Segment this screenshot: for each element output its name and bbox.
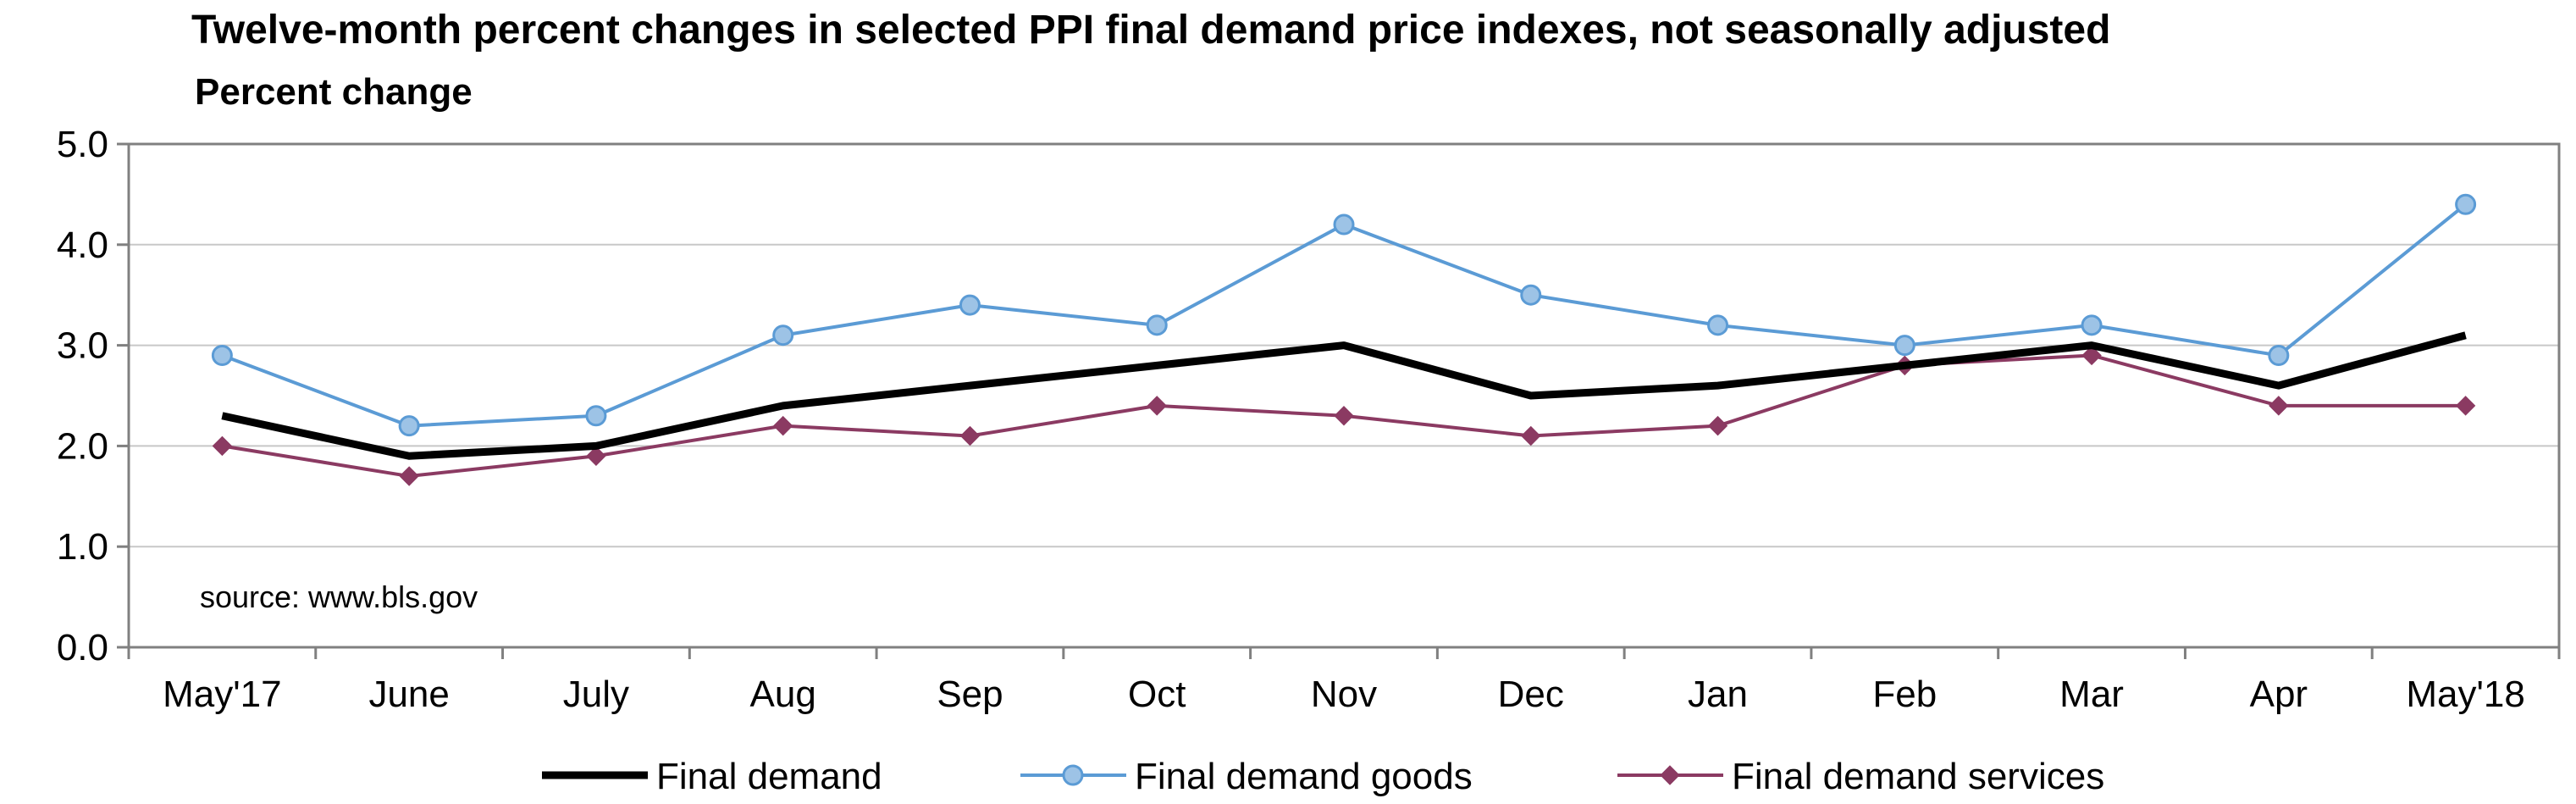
x-tick-label: June <box>368 674 449 715</box>
data-point <box>772 415 793 436</box>
y-tick-label: 0.0 <box>57 627 108 668</box>
x-tick-label: Apr <box>2250 674 2308 715</box>
data-point <box>1893 335 1915 357</box>
y-axis-ticks: 0.0 1.0 2.0 3.0 4.0 5.0 <box>57 124 129 668</box>
x-tick-label: May'17 <box>163 674 281 715</box>
legend-label: Final demand <box>656 756 882 797</box>
x-tick-label: Feb <box>1872 674 1937 715</box>
source-annotation: source: www.bls.gov <box>200 579 478 614</box>
data-point <box>1146 314 1168 336</box>
data-point <box>1147 396 1167 416</box>
data-point <box>1520 284 1542 306</box>
x-tick-label: Aug <box>750 674 816 715</box>
y-tick-label: 1.0 <box>57 526 108 568</box>
legend-item: Final demand services <box>1617 756 2104 797</box>
data-point <box>959 425 981 446</box>
x-tick-label: Dec <box>1498 674 1564 715</box>
data-point <box>398 415 420 437</box>
y-tick-label: 2.0 <box>57 425 108 467</box>
data-point <box>212 435 233 457</box>
gridlines <box>129 243 2559 548</box>
data-point <box>1333 213 1355 236</box>
data-point <box>959 294 981 316</box>
series-final-demand <box>221 331 2467 460</box>
data-point <box>2455 396 2476 416</box>
data-point <box>1707 314 1729 336</box>
data-point <box>2081 345 2102 366</box>
chart-title: Twelve-month percent changes in selected… <box>191 8 2111 53</box>
series-final-demand-goods <box>211 193 2477 437</box>
legend: Final demand Final demand goods Final dema… <box>542 756 2104 797</box>
y-tick-label: 3.0 <box>57 325 108 367</box>
legend-label: Final demand goods <box>1135 756 1473 797</box>
x-tick-label: May'18 <box>2406 674 2524 715</box>
x-tick-label: July <box>563 674 629 715</box>
plot-frame <box>127 142 2561 649</box>
data-point <box>2269 396 2289 416</box>
legend-item: Final demand goods <box>1020 756 1473 797</box>
data-point <box>585 405 607 427</box>
data-point <box>1707 415 1728 436</box>
legend-marker <box>1062 764 1084 786</box>
x-tick-label: Jan <box>1688 674 1748 715</box>
data-point <box>1334 406 1354 426</box>
y-tick-label: 5.0 <box>57 124 108 165</box>
x-tick-label: Oct <box>1128 674 1186 715</box>
data-point <box>2455 193 2477 215</box>
x-tick-label: Nov <box>1311 674 1377 715</box>
data-point <box>2081 314 2103 336</box>
x-tick-label: Mar <box>2059 674 2124 715</box>
y-axis-label: Percent change <box>195 71 473 113</box>
data-point <box>1521 425 1541 446</box>
series-group <box>211 193 2477 486</box>
x-tick-label: Sep <box>937 674 1003 715</box>
series-line <box>221 202 2467 428</box>
data-point <box>586 446 606 466</box>
y-tick-label: 4.0 <box>57 225 108 266</box>
legend-item: Final demand <box>542 756 882 797</box>
data-point <box>399 466 419 486</box>
x-axis-ticks: May'17 June July Aug Sep Oct Nov Dec Jan Feb Mar Ap… <box>127 647 2561 715</box>
data-point <box>2268 344 2290 366</box>
data-point <box>772 324 794 347</box>
series-line <box>221 331 2467 460</box>
legend-label: Final demand services <box>1732 756 2104 797</box>
series-final-demand-services <box>212 345 2476 486</box>
legend-marker <box>1660 765 1680 785</box>
data-point <box>211 344 233 366</box>
